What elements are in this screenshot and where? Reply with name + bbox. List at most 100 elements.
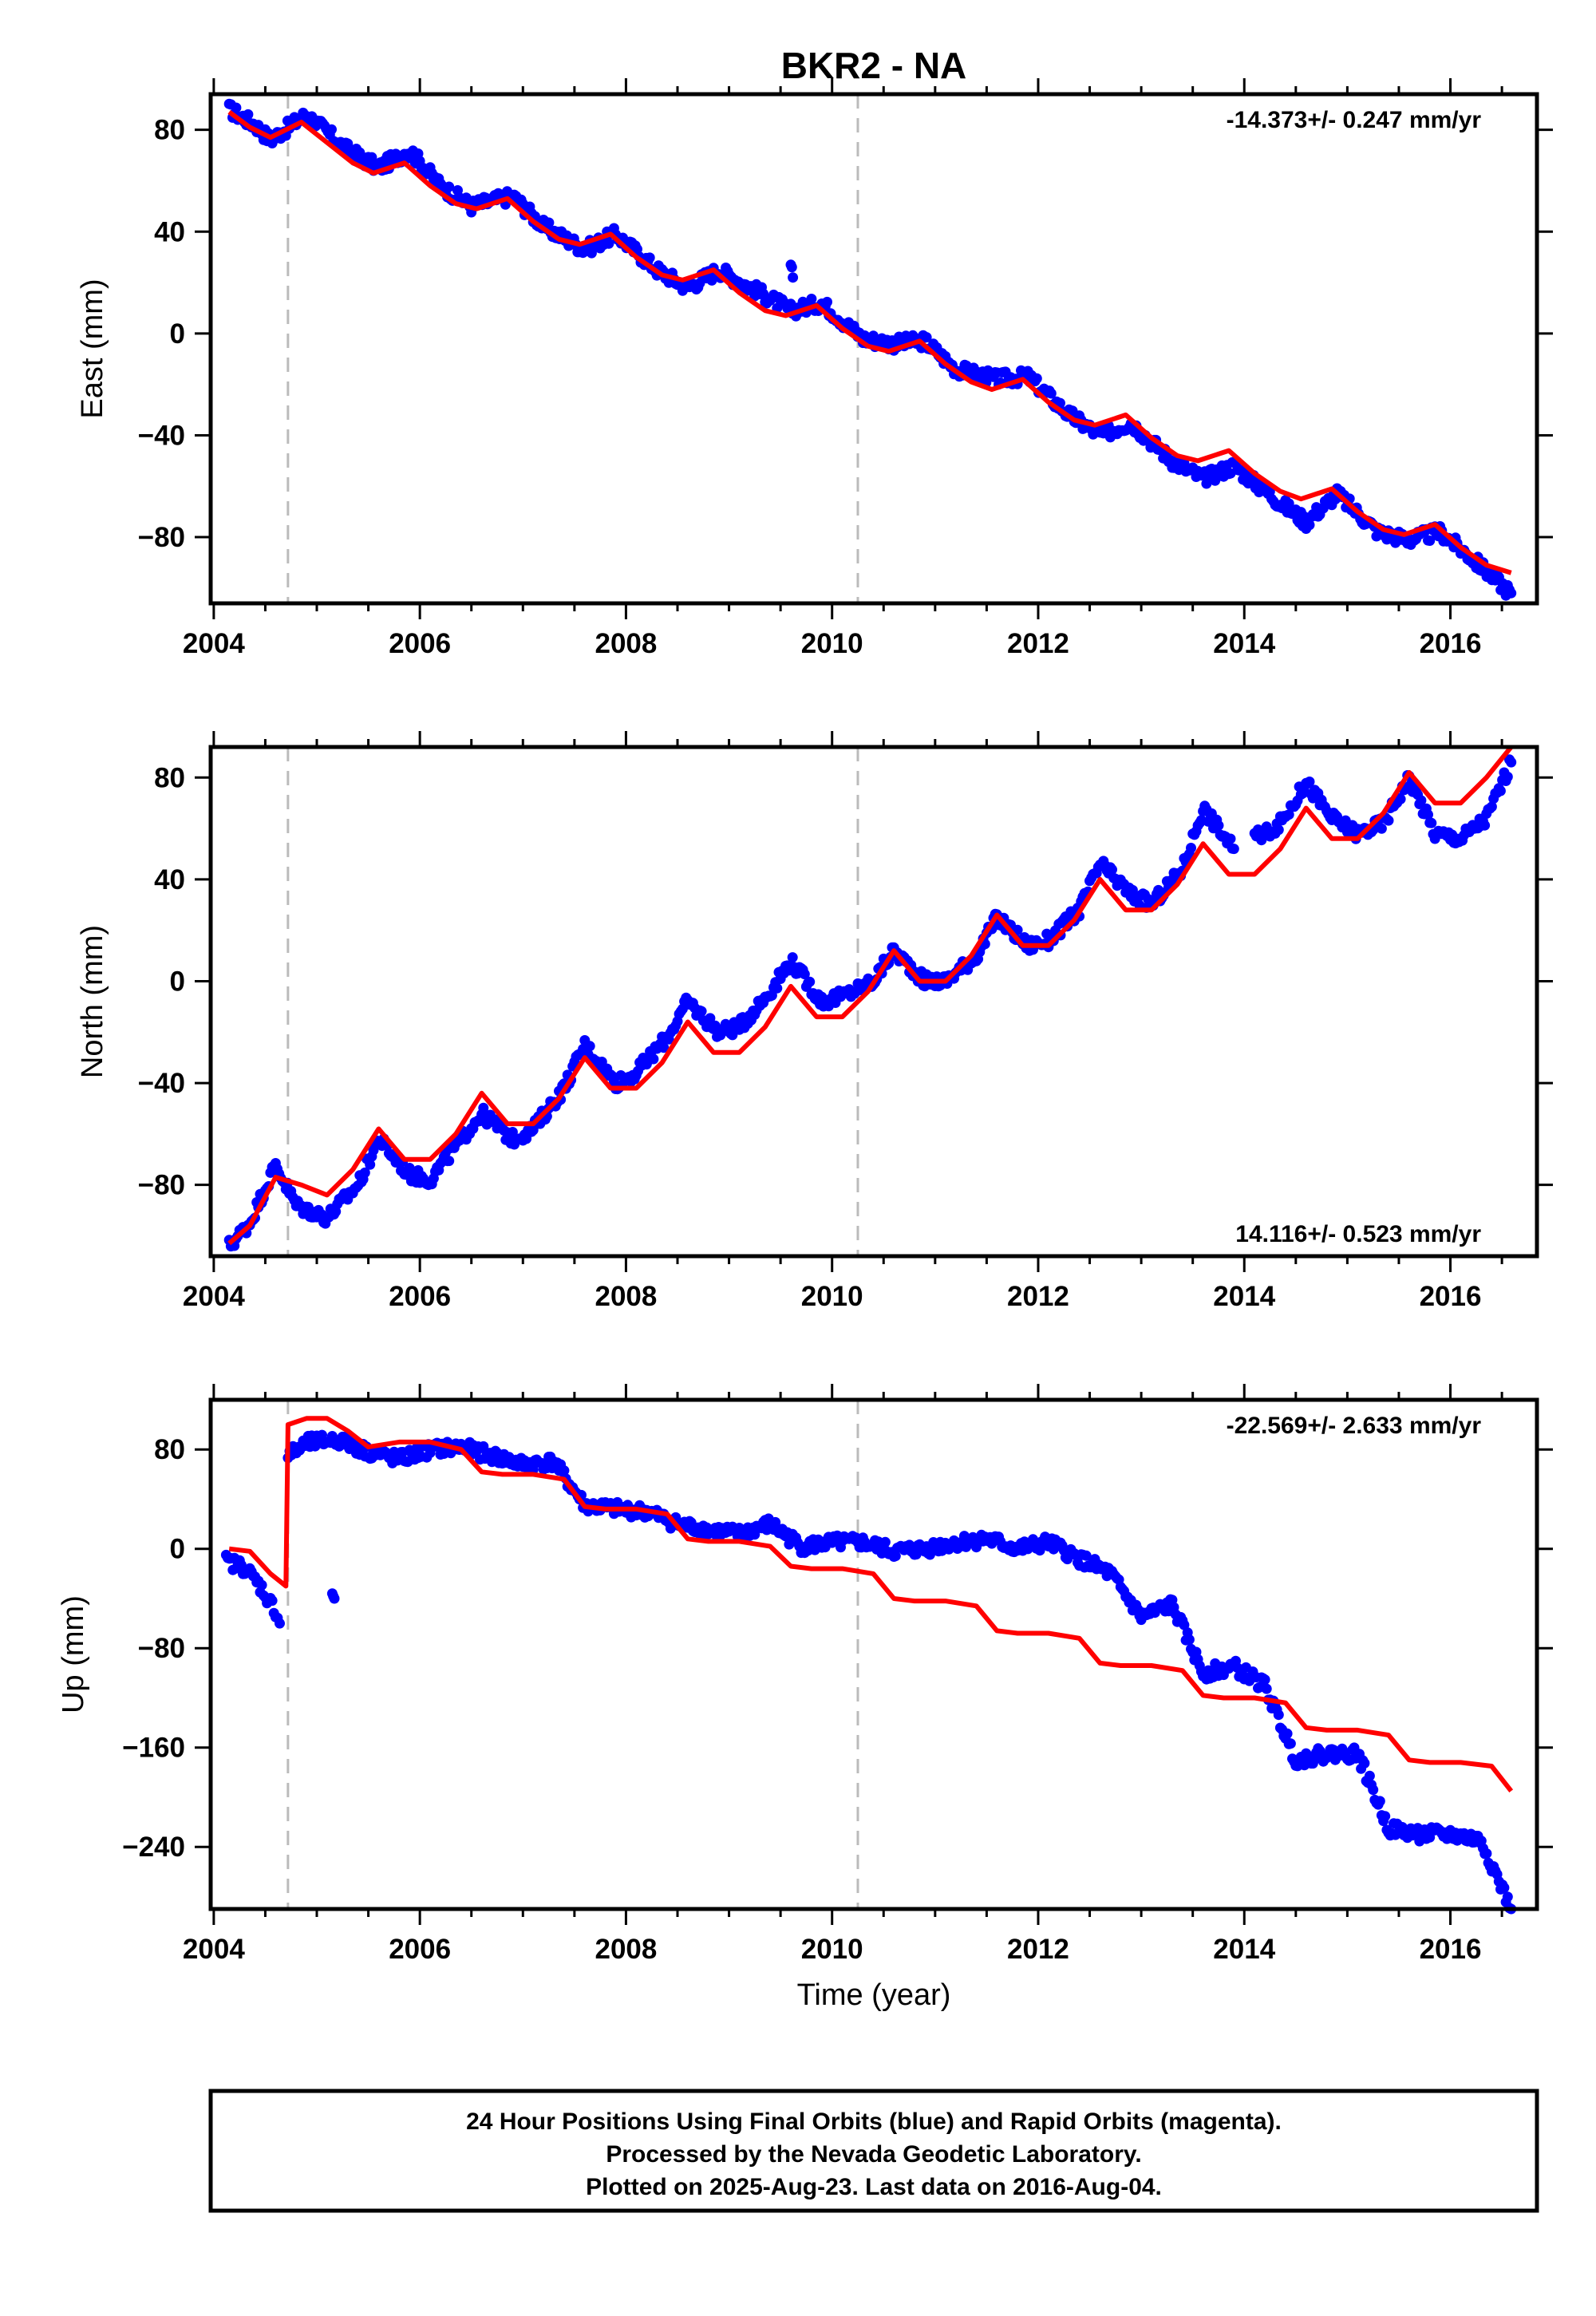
x-axis-label: Time (year): [797, 1978, 951, 2012]
x-tick-label: 2016: [1420, 1281, 1482, 1312]
data-point: [1359, 1757, 1370, 1769]
y-tick-label: −80: [138, 1633, 185, 1664]
footer-line-1: 24 Hour Positions Using Final Orbits (bl…: [466, 2109, 1282, 2135]
data-point: [559, 1465, 570, 1476]
x-tick-label: 2014: [1213, 1934, 1275, 1965]
data-point: [1304, 520, 1315, 531]
data-point: [1213, 820, 1224, 831]
data-point: [1506, 757, 1517, 768]
y-tick-label: 80: [154, 1434, 185, 1465]
data-point: [1479, 820, 1491, 831]
data-point: [1031, 373, 1042, 384]
data-series-1: [220, 1549, 285, 1629]
data-point: [310, 1441, 321, 1452]
y-tick-label: 80: [154, 115, 185, 146]
data-point: [275, 1618, 285, 1629]
model-curve: [228, 1416, 1514, 1793]
data-point: [1282, 1728, 1293, 1739]
data-point: [444, 1156, 455, 1167]
x-tick-label: 2010: [801, 628, 863, 659]
data-point: [1502, 1891, 1513, 1903]
x-tick-label: 2010: [801, 1934, 863, 1965]
y-axis-label: East (mm): [76, 279, 109, 418]
data-point: [770, 1516, 781, 1528]
plot-frame: [208, 1397, 1539, 1911]
data-point: [1285, 1738, 1296, 1749]
data-point: [1380, 1811, 1391, 1822]
data-point: [806, 294, 817, 304]
y-tick-label: −80: [138, 1170, 185, 1201]
data-point: [1426, 817, 1437, 828]
x-tick-label: 2012: [1007, 1934, 1069, 1965]
data-point: [1368, 1784, 1379, 1796]
y-tick-label: 40: [154, 864, 185, 895]
data-point: [326, 124, 337, 135]
data-point: [1481, 1848, 1492, 1859]
data-point: [799, 969, 810, 980]
footer-line-3: Plotted on 2025-Aug-23. Last data on 201…: [586, 2174, 1162, 2200]
x-tick-label: 2010: [801, 1281, 863, 1312]
data-point: [787, 952, 798, 963]
data-point: [644, 252, 655, 263]
data-point: [243, 109, 254, 120]
data-point: [804, 976, 816, 987]
y-axis-label: Up (mm): [57, 1595, 90, 1713]
data-point: [584, 1041, 595, 1052]
data-point: [1283, 498, 1294, 509]
data-point: [1045, 388, 1057, 399]
data-point: [1273, 1709, 1284, 1721]
data-point: [648, 1053, 659, 1065]
y-tick-label: −160: [122, 1733, 185, 1764]
plot-frame: [208, 745, 1539, 1259]
data-point: [1376, 823, 1387, 834]
y-axis-label: North (mm): [76, 925, 109, 1078]
y-tick-label: 0: [170, 1534, 185, 1565]
data-point: [603, 238, 614, 249]
data-point: [1486, 801, 1497, 812]
data-point: [1495, 785, 1506, 796]
data-point: [1080, 1550, 1092, 1561]
data-point: [1283, 809, 1294, 820]
data-point: [359, 1167, 370, 1178]
chart-title: BKR2 - NA: [781, 45, 967, 86]
x-tick-label: 2008: [595, 1281, 657, 1312]
data-point: [766, 990, 777, 1001]
data-point: [478, 1102, 489, 1113]
data-point: [235, 1559, 247, 1571]
x-tick-label: 2014: [1213, 1281, 1275, 1312]
data-point: [1228, 844, 1239, 855]
x-tick-label: 2006: [389, 628, 451, 659]
panel-north: 2004 2006 2008 2010 2012 2014 2016 −80 −40 0 40 80 N…: [76, 731, 1553, 1312]
data-point: [543, 217, 555, 228]
x-tick-label: 2016: [1420, 1934, 1482, 1965]
x-tick-label: 2008: [595, 1934, 657, 1965]
data-point: [267, 1595, 278, 1607]
data-point: [507, 1127, 518, 1137]
data-point: [879, 1536, 891, 1547]
data-point: [365, 1159, 376, 1170]
x-tick-label: 2012: [1007, 1281, 1069, 1312]
data-point: [329, 1593, 340, 1604]
data-point: [231, 102, 242, 113]
data-point: [1506, 587, 1517, 599]
data-point: [1186, 843, 1196, 853]
data-point: [788, 272, 799, 283]
data-point: [1499, 1882, 1510, 1893]
model-curve: [227, 745, 1514, 1246]
data-point: [1416, 795, 1427, 806]
data-series-3: [282, 1429, 1517, 1915]
x-tick-label: 2012: [1007, 628, 1069, 659]
model-curve: [227, 109, 1512, 575]
y-tick-label: 40: [154, 216, 185, 247]
data-point: [658, 1042, 670, 1053]
footer-line-2: Processed by the Nevada Geodetic Laborat…: [606, 2141, 1141, 2168]
rate-label: -22.569+/- 2.633 mm/yr: [1227, 1413, 1482, 1439]
data-point: [444, 181, 455, 192]
data-point: [822, 296, 832, 307]
x-tick-label: 2014: [1213, 628, 1275, 659]
x-tick-label: 2004: [183, 1934, 245, 1965]
y-tick-label: 0: [170, 966, 185, 997]
data-point: [1273, 824, 1284, 836]
data-point: [705, 1013, 716, 1024]
